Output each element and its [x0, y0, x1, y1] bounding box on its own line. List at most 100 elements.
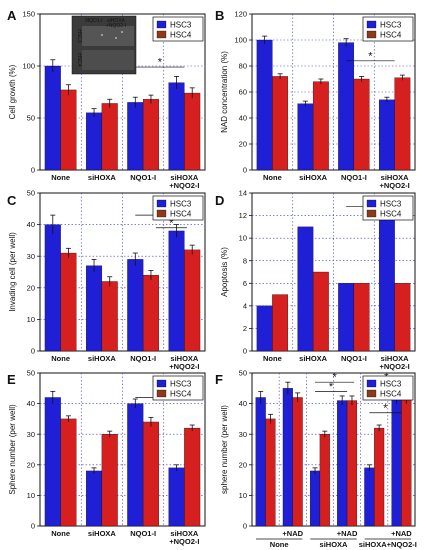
- legend-label: HSC4: [380, 390, 402, 399]
- x-tick-label: siHOXA: [88, 354, 117, 363]
- y-tick-label: 0: [243, 522, 247, 531]
- x-tick-label: None: [263, 173, 282, 182]
- bar-hsc4: [101, 281, 118, 352]
- y-tick-label: 6: [243, 279, 247, 288]
- bar-hsc4: [272, 294, 289, 352]
- bar-hsc4: [312, 81, 329, 171]
- bar-hsc3: [338, 283, 355, 352]
- y-tick-label: 10: [239, 491, 247, 500]
- bar-hsc3: [297, 103, 314, 171]
- y-tick-label: 10: [239, 234, 247, 243]
- inset-well-row: [82, 50, 134, 70]
- y-tick-label: 0: [243, 166, 247, 175]
- bar-hsc3: [255, 397, 266, 527]
- panel-letter: E: [7, 372, 16, 387]
- bar-hsc4: [394, 77, 411, 171]
- y-tick-label: 50: [27, 189, 35, 198]
- x-tick-label: siHOXA: [170, 354, 199, 363]
- y-axis-label: Invading cell (per well): [8, 232, 17, 312]
- x-tick-label: siHOXA: [299, 173, 328, 182]
- significance-star: *: [383, 402, 388, 414]
- y-tick-label: 40: [239, 399, 247, 408]
- bar-hsc3: [282, 388, 293, 527]
- x-tick-label: +NQO2-I: [169, 362, 199, 371]
- y-tick-label: 20: [27, 283, 35, 292]
- x-tick-label: siHOXA: [299, 354, 328, 363]
- legend-label: HSC3: [380, 380, 402, 389]
- bar-hsc3: [391, 397, 402, 527]
- y-tick-label: 60: [239, 88, 247, 97]
- x-tick-label: NQO1-I: [130, 173, 156, 182]
- y-tick-label: 8: [243, 256, 247, 265]
- bar-hsc3: [309, 470, 321, 527]
- legend-label: HSC4: [170, 390, 192, 399]
- bar-hsc3: [86, 265, 103, 352]
- significance-star: *: [158, 57, 163, 69]
- bar-hsc4: [101, 434, 118, 527]
- bar-hsc3: [127, 102, 144, 171]
- y-tick-label: 30: [239, 430, 247, 439]
- y-axis-label: Cell growth (%): [8, 64, 17, 119]
- x-tick-label: siHOXA: [381, 354, 410, 363]
- legend-swatch: [366, 389, 377, 398]
- group-label: siHOXA+NQO2-I: [359, 540, 417, 549]
- bar-hsc3: [378, 99, 395, 171]
- legend-label: HSC4: [170, 210, 192, 219]
- inset-well-row: [82, 26, 134, 46]
- bar-hsc4: [142, 99, 159, 171]
- bar-hsc3: [127, 403, 144, 527]
- panel-b: B 0 20 40 60 80 100 120 NAD concentration (%) Non…: [215, 8, 416, 190]
- bar-hsc3: [168, 467, 185, 527]
- legend-swatch: [366, 209, 377, 218]
- significance-star: *: [332, 372, 337, 384]
- y-tick-label: 20: [239, 140, 247, 149]
- y-tick-label: 50: [239, 369, 247, 378]
- x-tick-label: NQO1-I: [341, 173, 367, 182]
- inset-blot-image: NQO1-I siHOXA+NQO2-I HSC3 HSC4: [71, 15, 137, 75]
- bar-hsc4: [374, 427, 385, 527]
- bar-hsc3: [364, 467, 375, 527]
- y-tick-label: 50: [27, 114, 35, 123]
- x-tick-label: siHOXA: [170, 529, 199, 538]
- x-tick-label: NQO1-I: [130, 529, 156, 538]
- y-tick-label: 2: [243, 324, 247, 333]
- bar-hsc4: [184, 92, 201, 171]
- significance-star: *: [329, 381, 334, 393]
- legend-swatch: [366, 20, 377, 29]
- y-tick-label: 30: [27, 252, 35, 261]
- y-tick-label: 14: [239, 189, 247, 198]
- bar-hsc4: [353, 78, 370, 171]
- bar-hsc3: [256, 305, 273, 352]
- y-tick-label: 80: [239, 62, 247, 71]
- legend-swatch: [156, 199, 167, 208]
- bar-hsc3: [86, 470, 103, 527]
- x-tick-label: +NAD: [282, 529, 303, 538]
- x-tick-label: siHOXA: [381, 173, 410, 182]
- bar-hsc4: [401, 397, 412, 527]
- bar-hsc4: [101, 103, 118, 171]
- bar-hsc3: [256, 39, 273, 171]
- bar-hsc3: [168, 230, 185, 352]
- y-tick-label: 0: [31, 347, 35, 356]
- bar-hsc3: [297, 226, 314, 352]
- inset-column-label: +NQO2-I: [106, 23, 126, 29]
- x-tick-label: +NAD: [391, 529, 412, 538]
- y-tick-label: 10: [27, 315, 35, 324]
- inset-column-label: siHOXA: [107, 18, 125, 24]
- y-tick-label: 20: [239, 460, 247, 469]
- significance-star: *: [368, 50, 373, 62]
- x-tick-label: +NQO2-I: [169, 537, 199, 546]
- x-tick-label: None: [51, 529, 70, 538]
- legend-swatch: [156, 379, 167, 388]
- bar-hsc3: [44, 397, 61, 527]
- x-tick-label: siHOXA: [170, 173, 199, 182]
- legend-label: HSC4: [380, 31, 402, 40]
- panel-letter: F: [215, 372, 223, 387]
- inset-colony: [121, 31, 123, 33]
- y-tick-label: 50: [27, 369, 35, 378]
- bar-hsc4: [292, 397, 303, 527]
- bar-hsc4: [312, 271, 329, 352]
- bar-hsc3: [338, 42, 355, 171]
